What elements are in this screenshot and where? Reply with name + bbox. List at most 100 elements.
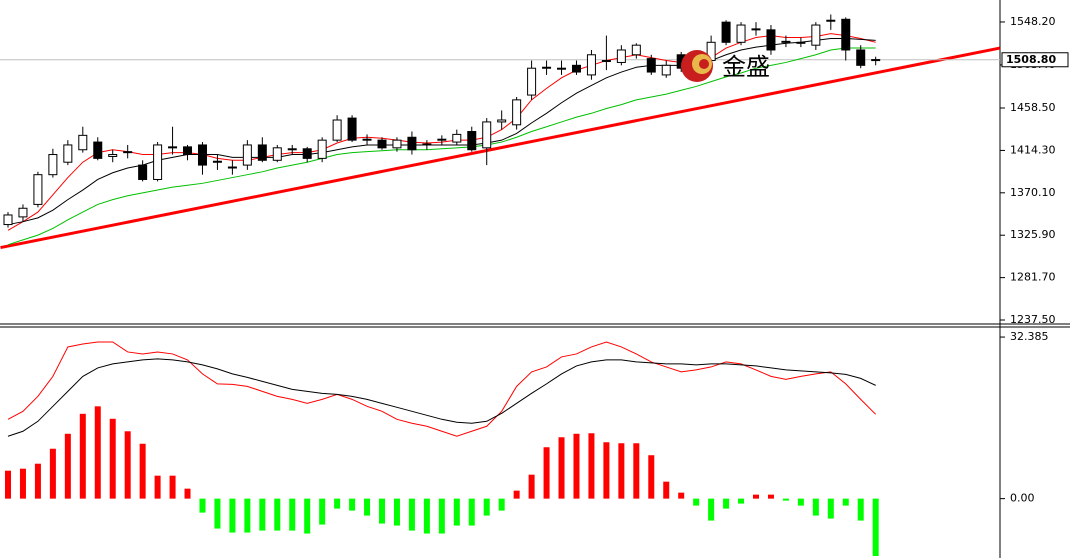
y-tick-label: 1237.50 (1010, 313, 1056, 326)
candle-body (497, 119, 507, 123)
macd-bar (244, 498, 251, 533)
macd-bar (513, 490, 520, 499)
candle-body (93, 141, 103, 159)
candle-body (646, 58, 656, 73)
candle-body (257, 144, 267, 161)
candle-body (168, 146, 178, 149)
macd-line (7, 358, 876, 437)
candle-body (841, 18, 851, 51)
macd-bar (812, 498, 819, 516)
macd-bar (5, 470, 11, 499)
candle-body (3, 214, 13, 226)
y-tick-label: 1370.10 (1010, 186, 1056, 199)
candle-body (512, 99, 522, 126)
macd-bar (379, 498, 385, 524)
candle-body (601, 60, 611, 63)
macd-bar (34, 463, 41, 499)
logo-icon (699, 59, 709, 69)
macd-bar (633, 443, 640, 499)
macd-bar (199, 498, 206, 513)
candle-body (856, 49, 866, 66)
candle-body (242, 144, 252, 166)
macd-bar (334, 498, 341, 509)
macd-bar (109, 418, 116, 499)
macd-bar (468, 498, 475, 526)
candle-body (422, 143, 432, 146)
macd-bar (408, 498, 415, 531)
current-price-label: 1508.80 (1006, 53, 1056, 66)
logo-text: 金盛 (722, 53, 770, 81)
macd-bar (274, 498, 281, 531)
macd-bar (872, 498, 879, 557)
candle-body (287, 148, 297, 151)
moving-average (7, 47, 876, 246)
y-tick-label: 1458.50 (1010, 101, 1056, 114)
macd-bar (573, 433, 580, 499)
macd-bar (648, 455, 655, 499)
macd-bar (304, 498, 311, 534)
candle-body (317, 139, 327, 159)
macd-bar (214, 498, 221, 529)
macd-bar (543, 447, 550, 499)
candle-body (781, 40, 791, 43)
macd-bar (708, 498, 715, 521)
candle-body (108, 154, 118, 157)
macd-bar (483, 498, 490, 516)
candle-body (826, 19, 836, 22)
macd-bar (453, 498, 460, 526)
candle-body (197, 144, 207, 166)
macd-bar (528, 474, 535, 499)
macd-bar (49, 448, 56, 499)
y-tick-label: 1414.30 (1010, 143, 1056, 156)
macd-bar (154, 475, 161, 499)
macd-bar (797, 498, 804, 506)
macd-bar (423, 498, 430, 534)
macd-bar (498, 498, 505, 511)
candle-body (362, 138, 372, 141)
macd-bar (438, 498, 445, 534)
candle-body (871, 59, 881, 62)
macd-line (7, 341, 877, 437)
candle-body (437, 138, 447, 141)
candle-body (183, 146, 193, 156)
candle-body (407, 136, 417, 151)
macd-bar (364, 498, 371, 516)
candle-body (586, 54, 596, 76)
y-tick-label: 32.385 (1010, 330, 1049, 343)
macd-bar (738, 498, 745, 504)
candle-body (392, 139, 402, 149)
candle-body (48, 154, 58, 176)
macd-bar (827, 498, 834, 519)
macd-bar (558, 437, 565, 499)
macd-bar (588, 433, 595, 499)
macd-bar (723, 498, 730, 509)
candle-body (542, 66, 552, 69)
candle-body (661, 64, 671, 76)
candle-body (467, 131, 477, 151)
y-tick-label: 1281.70 (1010, 271, 1056, 284)
candle-body (347, 117, 357, 141)
candle-body (123, 151, 133, 154)
candle-body (63, 144, 73, 163)
candle-body (527, 67, 537, 96)
candle-body (138, 164, 148, 180)
macd-bar (139, 443, 146, 499)
current-price-box (1001, 52, 1069, 68)
candle-body (631, 44, 641, 56)
macd-bar (94, 406, 101, 499)
candle-body (302, 148, 312, 159)
candle-body (212, 160, 222, 163)
macd-bar (857, 498, 864, 521)
macd-bar (19, 468, 26, 499)
macd-bar (393, 498, 400, 526)
macd-bar (678, 492, 685, 499)
macd-bar (289, 498, 296, 531)
candle-body (616, 49, 626, 63)
macd-bar (842, 498, 849, 506)
y-tick-label: 1548.20 (1010, 15, 1056, 28)
trendline (0, 46, 1001, 250)
macd-bar (618, 443, 625, 499)
candle-body (796, 41, 806, 44)
macd-bar (782, 498, 789, 501)
